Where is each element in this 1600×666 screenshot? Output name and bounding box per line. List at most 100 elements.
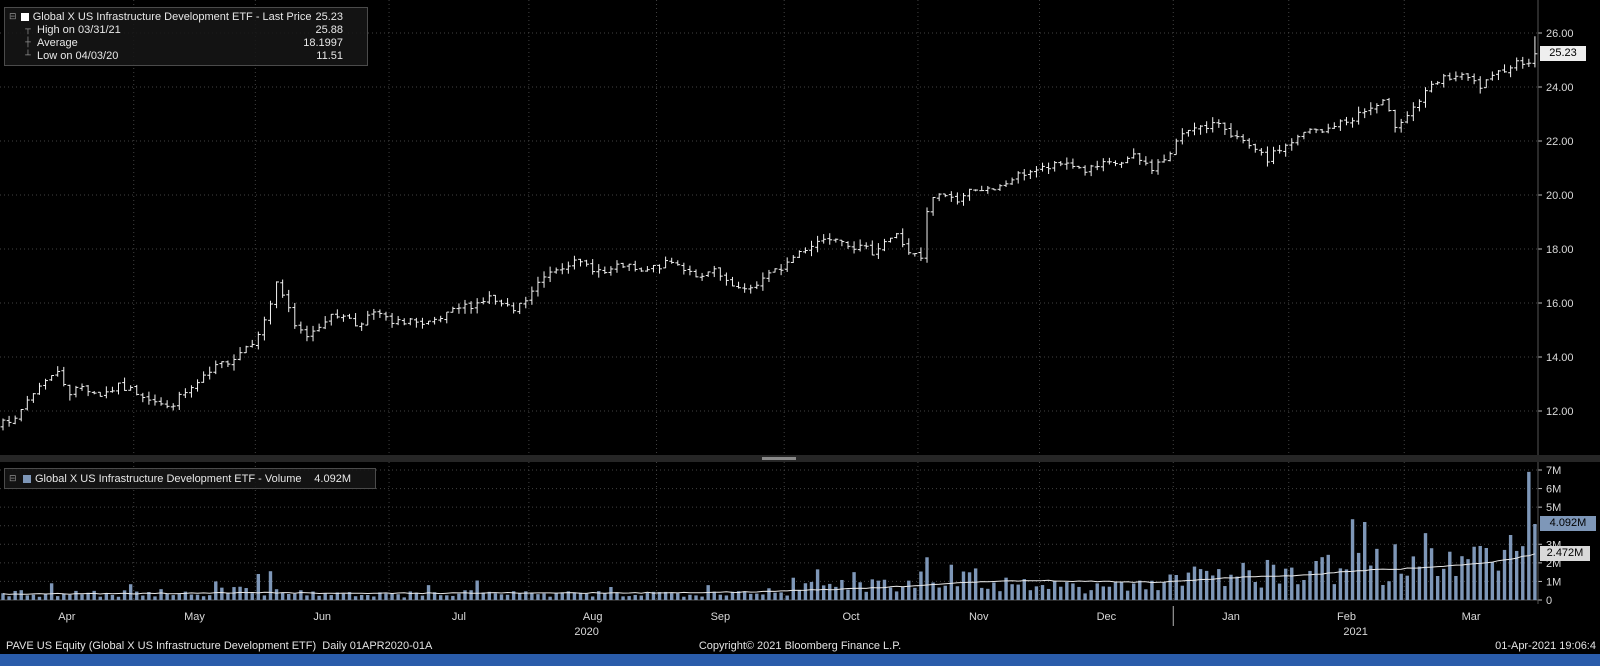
month-label: Apr (58, 611, 75, 623)
ohlc-bar (657, 264, 662, 274)
volume-bar (505, 594, 510, 600)
volume-bar (542, 593, 546, 600)
ohlc-bar (1179, 128, 1185, 145)
month-label: Nov (969, 611, 989, 623)
ohlc-bar (1307, 128, 1313, 134)
volume-bar (992, 582, 996, 600)
volume-bar (931, 582, 935, 600)
volume-bar (651, 591, 656, 600)
volume-bar (420, 595, 425, 600)
ohlc-bar (584, 259, 589, 267)
volume-bar (280, 592, 285, 600)
ohlc-bar (845, 241, 851, 249)
ohlc-bar (979, 185, 985, 192)
collapse-icon[interactable]: ⊟ (9, 11, 17, 22)
volume-bar (840, 579, 844, 600)
volume-bar (1071, 583, 1075, 600)
volume-average-axis-badge: 2.472M (1540, 546, 1590, 561)
price-axis-label: 16.00 (1546, 298, 1574, 310)
ohlc-bar (43, 378, 48, 390)
volume-legend: ⊟ Global X US Infrastructure Development… (4, 468, 376, 489)
volume-bar (1180, 585, 1185, 600)
divider-handle[interactable] (762, 457, 796, 460)
price-chart-canvas[interactable]: 26.00 24.00 22.00 20.00 18.00 16.00 14.00 12.00 (0, 0, 1600, 458)
volume-collapse-icon[interactable]: ⊟ (9, 473, 17, 484)
ohlc-bar (201, 371, 207, 383)
ohlc-bar (1441, 73, 1447, 88)
ohlc-bar (1064, 157, 1070, 170)
ohlc-bar (1119, 161, 1124, 168)
ohlc-bar (18, 408, 24, 422)
panel-divider[interactable] (0, 455, 1600, 462)
volume-bar (1150, 580, 1154, 600)
last-price-value: 25.23 (315, 10, 343, 23)
volume-bar (1016, 584, 1020, 600)
ohlc-bar (1100, 158, 1106, 172)
ohlc-bar (681, 262, 687, 275)
high-marker-icon: ┬ (25, 24, 31, 35)
volume-bar (1241, 562, 1245, 600)
volume-bar (803, 583, 808, 600)
ohlc-bar (450, 306, 456, 313)
volume-bar (13, 590, 17, 600)
volume-bar (1040, 585, 1045, 600)
ohlc-bar (426, 320, 431, 325)
ohlc-bar (462, 299, 468, 314)
volume-bar (1496, 570, 1501, 600)
ohlc-bar (687, 265, 693, 276)
ohlc-bar (249, 339, 255, 348)
volume-bar (548, 596, 552, 600)
ohlc-bar (128, 385, 134, 391)
ohlc-bar (67, 384, 73, 401)
volume-bar (305, 595, 309, 600)
timestamp: 01-Apr-2021 19:06:4 (1495, 640, 1596, 652)
ohlc-bar (754, 281, 760, 290)
ohlc-bar (1167, 151, 1173, 162)
volume-series-label: Global X US Infrastructure Development E… (35, 472, 302, 485)
volume-bar (1132, 583, 1136, 600)
volume-bar (1490, 562, 1495, 600)
ohlc-bar (730, 276, 735, 287)
high-value: 25.88 (315, 23, 343, 36)
low-value: 11.51 (316, 49, 343, 62)
volume-series-swatch-icon (23, 474, 31, 483)
ohlc-bar (231, 354, 237, 371)
volume-bar (378, 592, 382, 600)
security-description: PAVE US Equity (Global X US Infrastructu… (6, 640, 433, 652)
ohlc-bar (1192, 122, 1197, 136)
ohlc-bar (371, 308, 377, 320)
volume-bar (1259, 587, 1264, 600)
ohlc-bar (407, 318, 413, 326)
volume-bar (560, 592, 564, 600)
volume-bar (609, 587, 613, 600)
ohlc-bar (164, 400, 170, 409)
month-label: Jul (452, 611, 466, 623)
legend-row-low: ┴ Low on 04/03/20 11.51 (9, 49, 361, 62)
ohlc-bar (1246, 138, 1252, 149)
ohlc-bar (341, 314, 346, 322)
ohlc-bar (182, 388, 188, 399)
volume-bar (37, 596, 42, 600)
volume-bar (1192, 566, 1197, 600)
volume-bar (1460, 556, 1464, 600)
ohlc-bar (839, 239, 845, 247)
volume-bar (98, 596, 102, 600)
volume-bar (402, 597, 406, 600)
ohlc-bar (1082, 165, 1088, 176)
volume-bar (1119, 582, 1124, 600)
low-marker-icon: ┴ (25, 50, 31, 61)
ohlc-bar (505, 298, 510, 307)
ohlc-bar (1234, 130, 1240, 140)
volume-bar (828, 583, 832, 600)
ohlc-bar (1088, 164, 1094, 177)
volume-bar (475, 580, 479, 600)
month-label: Oct (843, 611, 860, 623)
ohlc-bar (365, 310, 371, 326)
volume-bar (1065, 582, 1069, 600)
ohlc-bar (1252, 143, 1258, 153)
volume-bar (1046, 588, 1051, 600)
ohlc-bar (1058, 161, 1064, 167)
ohlc-bar (651, 264, 656, 273)
ohlc-bar (292, 302, 298, 329)
ohlc-bar (1040, 162, 1045, 172)
